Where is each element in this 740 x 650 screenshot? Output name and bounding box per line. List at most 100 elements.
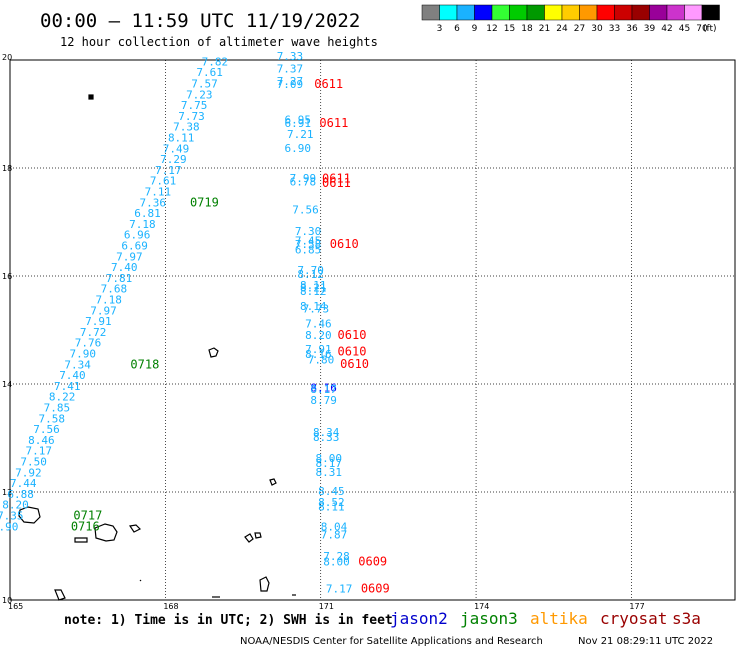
pass-time-label: 0718 [130,357,159,371]
colorbar-tick-label: 21 [539,24,550,34]
colorbar-swatch [701,4,720,21]
wave-height-label: 6.95 [284,114,311,127]
colorbar-swatch [614,4,633,21]
wave-height-label: 6.81 [134,207,161,220]
wave-height-label: 7.46 [305,317,332,330]
wave-height-label: 6.88 [7,488,34,501]
colorbar-swatch [579,4,598,21]
colorbar-tick-label: 12 [486,24,497,34]
footer-credit: NOAA/NESDIS Center for Satellite Applica… [240,636,543,647]
wave-height-label: 8.17 [316,457,343,470]
pass-time-label: 0717 [73,509,102,523]
island-outline [88,94,94,100]
pass-time-label: 0609 [358,554,387,568]
colorbar-swatch [421,4,440,21]
colorbar-tick-label: 39 [644,24,656,34]
legend-jason2: jason2 [390,609,448,628]
colorbar-swatch [456,4,475,21]
wave-height-label: 7.75 [181,99,208,112]
wave-height-label: 8.12 [300,285,327,298]
colorbar-swatch [649,4,668,21]
wave-height-label: 7.18 [129,218,156,231]
wave-height-label: 7.87 [321,528,348,541]
pass-time-label: 0611 [322,176,351,190]
wave-height-label: 7.58 [38,412,65,425]
wave-height-label: 7.30 [295,225,322,238]
colorbar-tick-label: 18 [521,24,533,34]
colorbar-tick-label: 6 [454,24,460,34]
wave-height-label: 7.38 [173,121,200,134]
wave-height-label: 7.27 [277,75,304,88]
pass-time-label: 0716 [71,519,100,533]
map-subtitle: 12 hour collection of altimeter wave hei… [60,35,378,49]
wave-height-label: 7.17 [26,445,52,458]
wave-height-label: 6.91 [284,117,311,130]
colorbar-swatch [544,4,563,21]
wave-height-label: 8.14 [300,300,327,313]
colorbar-tick-label: 27 [574,24,585,34]
wave-height-label: 8.20 [305,329,332,342]
colorbar-swatch [561,4,580,21]
wave-height-label: 7.56 [33,423,60,436]
colorbar-tick-label: 24 [556,24,568,34]
island-outline [74,537,88,543]
island-outline [54,589,66,601]
plot-frame [9,59,736,601]
wave-height-label: 8.46 [28,434,55,447]
wave-height-label: 8.04 [321,520,348,533]
lon-tick-label: 168 [163,602,178,611]
wave-height-label: 7.49 [163,142,190,155]
lon-tick-label: 171 [319,602,334,611]
wave-height-label: 7.33 [277,50,304,63]
wave-height-label: 7.97 [116,250,142,263]
pass-time-label: 0609 [361,581,390,595]
lat-tick-label: 20 [2,53,12,62]
wave-height-label: 7.76 [75,337,102,350]
wave-height-label: 7.17 [326,582,353,595]
colorbar-swatch [439,4,458,21]
island-outline [269,478,277,486]
wave-height-label: 7.99 [290,172,317,185]
island-outline [208,347,219,358]
wave-height-label: 7.91 [305,343,332,356]
wave-height-label: 8.00 [323,555,350,568]
legend-altika: altika [530,609,588,628]
wave-height-label: 6.85 [295,243,322,256]
wave-height-label: 7.09 [277,78,304,91]
wave-height-label: 7.92 [15,466,42,479]
wave-height-label: 8.16 [305,348,332,361]
colorbar-tick-label: 42 [661,24,672,34]
colorbar-tick-label: 70 [696,24,708,34]
lat-tick-label: 16 [2,272,12,281]
wave-height-label: 8.11 [318,500,345,513]
wave-height-label: 7.28 [323,550,350,563]
lon-tick-label: 174 [474,602,489,611]
colorbar-swatch [684,4,703,21]
wave-height-label: 7.35 [0,510,24,523]
map-title: 00:00 – 11:59 UTC 11/19/2022 [40,10,360,32]
colorbar-tick-label: 36 [626,24,638,34]
island-outline [128,524,142,533]
wave-height-label: 7.45 [295,235,322,248]
wave-height-label: 7.57 [191,78,218,91]
wave-height-label: 8.45 [318,485,345,498]
colorbar-swatch [631,4,650,21]
wave-height-label: 7.21 [287,128,314,141]
wave-height-label: 6.96 [124,229,151,242]
pass-time-label: 0611 [314,77,343,91]
pass-time-label: 0610 [338,328,367,342]
wave-height-label: 7.70 [297,264,324,277]
wave-height-label: 7.82 [202,55,229,68]
colorbar-swatch [526,4,545,21]
pass-time-label: 0610 [330,237,359,251]
wave-height-label: 7.36 [139,196,166,209]
lat-tick-label: 14 [2,380,12,389]
wave-height-label: 8.20 [2,499,29,512]
longitude-tick-labels: 165 168 171 174 177 [8,602,645,611]
wave-height-label: 7.56 [292,203,319,216]
wave-height-label: 7.80 [308,353,335,366]
wave-height-label: 8.17 [310,383,337,396]
lat-lon-grid [10,60,735,600]
colorbar-tick-label: 9 [472,24,478,34]
